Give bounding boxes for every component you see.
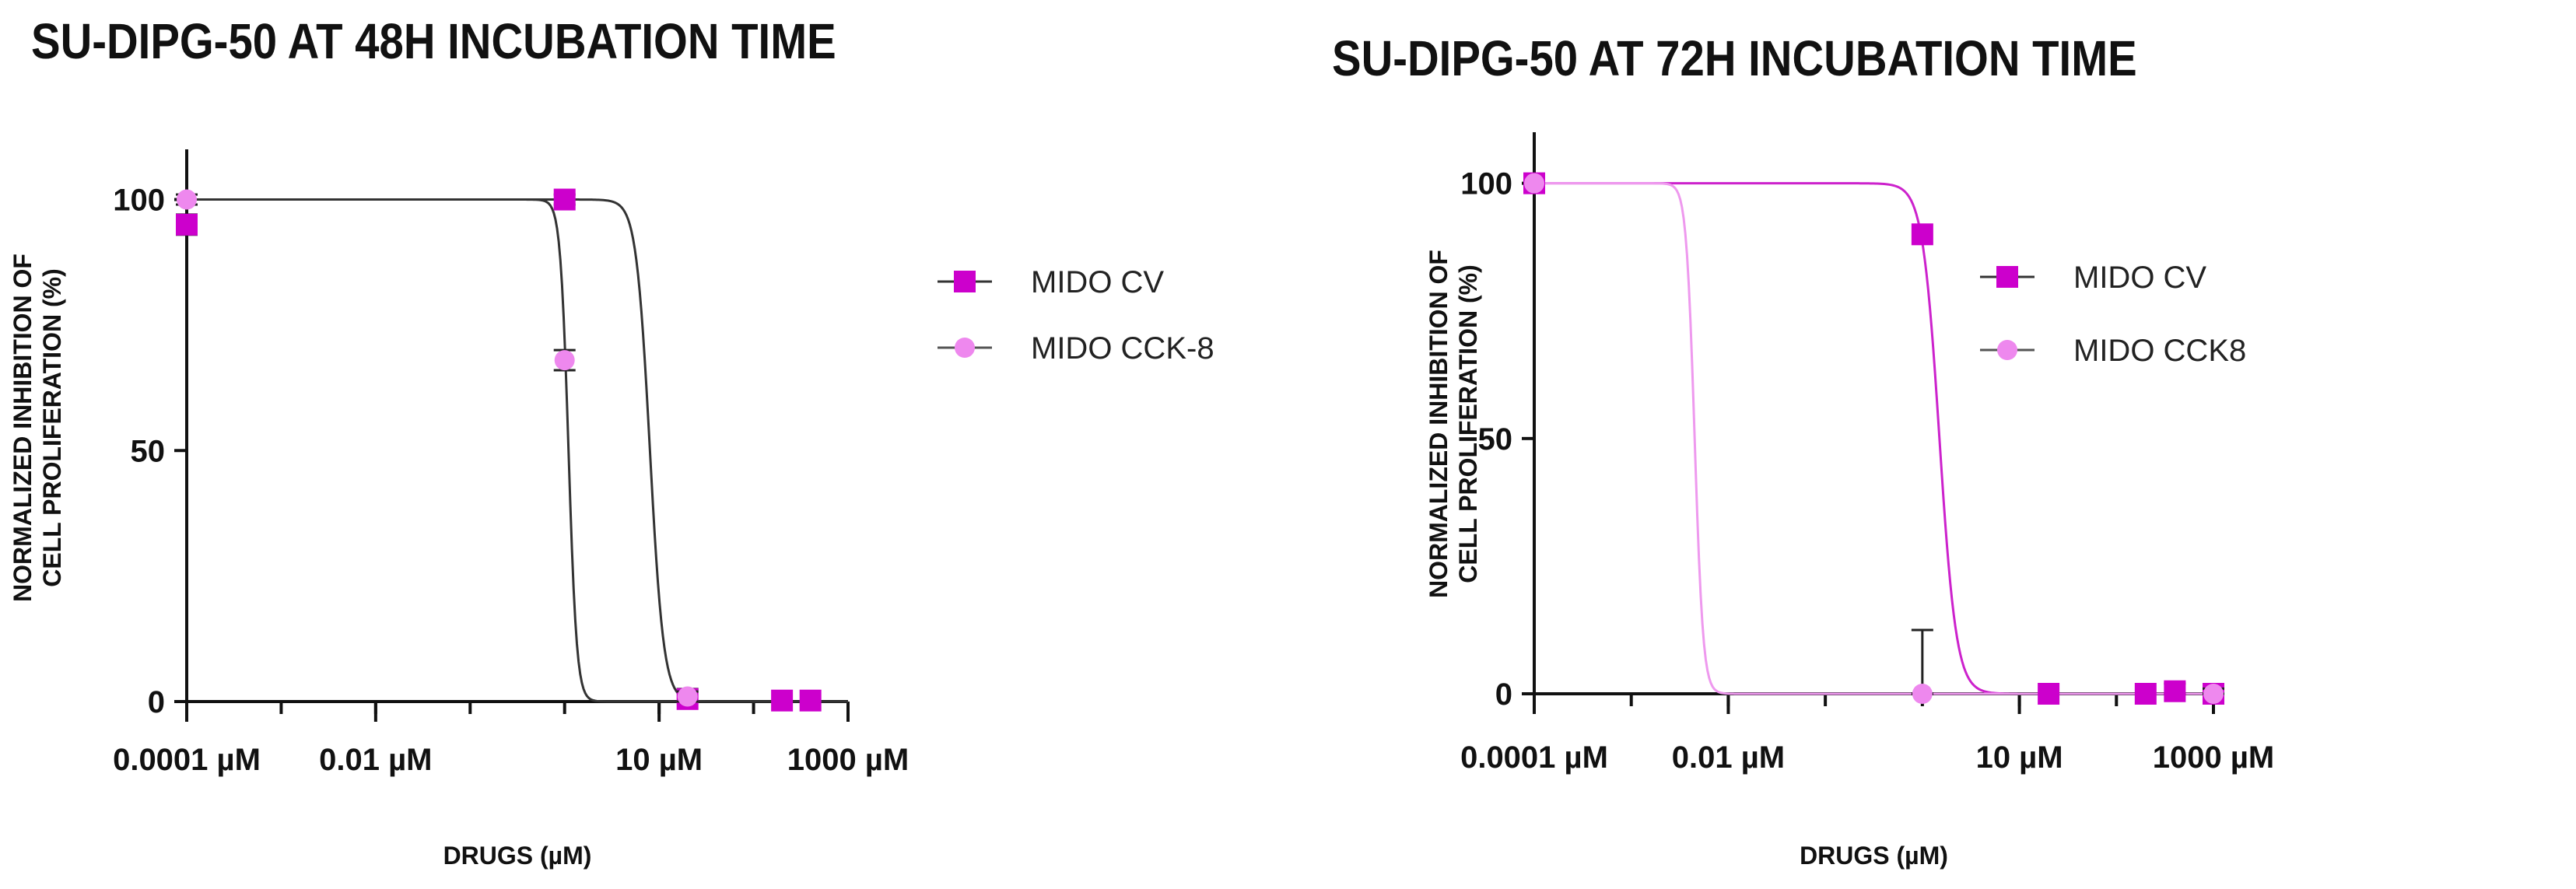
data-point-square (1911, 223, 1933, 246)
x-axis-title: DRUGS (µM) (443, 842, 592, 870)
data-point-square (2164, 680, 2186, 702)
data-point-square (2134, 683, 2157, 705)
data-point-square (771, 689, 794, 712)
y-axis-title-line: NORMALIZED INHIBITION OF (1425, 250, 1453, 598)
chart-1: 0 50 100 0.0001 µM 0.01 µM 10 µM 1000 µM DRUGS … (1425, 132, 2274, 870)
x-tick-label: 1000 µM (2153, 740, 2274, 775)
legend-label: MIDO CV (1031, 265, 1164, 299)
data-point-square (799, 689, 822, 712)
y-tick-label: 100 (1460, 167, 1512, 201)
y-tick-label: 50 (1478, 422, 1513, 457)
x-axis-title: DRUGS (µM) (1800, 842, 1948, 870)
chart-title-48h: SU-DIPG-50 AT 48H INCUBATION TIME (31, 13, 836, 69)
x-tick-label: 10 µM (615, 743, 703, 777)
chart-title-72h: SU-DIPG-50 AT 72H INCUBATION TIME (1332, 30, 2137, 86)
legend-marker-circle (955, 338, 975, 358)
x-tick-label: 1000 µM (787, 743, 909, 777)
x-tick-label: 0.01 µM (319, 743, 432, 777)
y-tick-label: 100 (113, 184, 165, 218)
data-point-circle (2203, 684, 2224, 704)
chart-0: 0 50 100 0.0001 µM 0.01 µM 10 µM 1000 µM DRUGS … (9, 149, 1214, 870)
data-point-square (2038, 683, 2060, 705)
legend-label: MIDO CCK8 (2073, 334, 2246, 368)
y-tick-label: 50 (131, 434, 166, 468)
data-point-circle (1524, 173, 1544, 194)
legend-marker-circle (1997, 340, 2017, 360)
data-point-circle (1912, 684, 1933, 704)
fit-curve-0 (187, 198, 848, 703)
fit-curve-1 (187, 198, 848, 703)
legend-label: MIDO CCK-8 (1031, 331, 1214, 366)
data-point-square (176, 213, 198, 236)
y-tick-label: 0 (1495, 677, 1512, 712)
data-point-circle (677, 686, 698, 707)
x-tick-label: 10 µM (1976, 740, 2063, 775)
fit-curve-1 (1534, 182, 2213, 695)
y-axis-title-line: CELL PROLIFERATION (%) (38, 268, 66, 586)
legend-marker-square (1996, 266, 2018, 288)
y-axis-title-line: CELL PROLIFERATION (%) (1454, 264, 1482, 583)
x-tick-label: 0.0001 µM (1460, 740, 1608, 775)
data-point-square (553, 188, 576, 211)
data-point-circle (177, 189, 197, 210)
y-tick-label: 0 (148, 685, 165, 719)
legend-marker-square (954, 271, 976, 292)
legend-label: MIDO CV (2073, 261, 2206, 295)
y-axis-title-line: NORMALIZED INHIBITION OF (9, 254, 37, 602)
data-point-circle (554, 350, 575, 371)
x-tick-label: 0.0001 µM (113, 743, 261, 777)
x-tick-label: 0.01 µM (1672, 740, 1785, 775)
